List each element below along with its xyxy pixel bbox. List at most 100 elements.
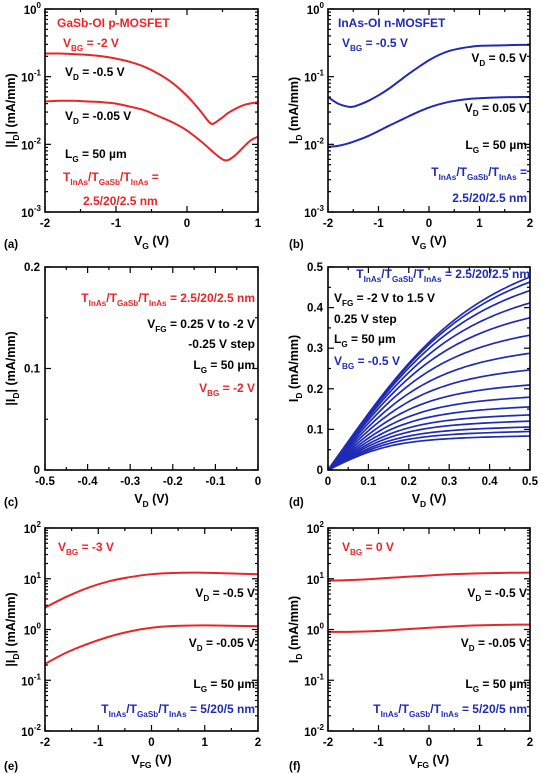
curves-f — [328, 571, 530, 633]
y-tick-label-f: 101 — [307, 571, 325, 587]
panel-a: -2 -1 0 1 10-3 10-2 10-1 100 VG (V) |ID| (mA/mm) (… — [4, 1, 262, 251]
series-line-f-1 — [328, 571, 530, 582]
y-axis-label-b: ID (mA/mm) — [287, 77, 304, 144]
series-line-d-10 — [328, 352, 530, 470]
series-line-d-3 — [328, 426, 530, 470]
y-tick-label-d: 0.4 — [307, 303, 324, 315]
x-tick-label-f: -1 — [373, 737, 384, 749]
panel-b: -2 -1 0 1 2 10-3 10-2 10-1 100 VG (V) ID (mA/mm) (b… — [287, 1, 533, 251]
series-line-c-1 — [257, 469, 258, 470]
x-tick-label-e: 1 — [202, 737, 209, 749]
series-line-b-1 — [328, 43, 530, 108]
x-axis-label-c: VD (V) — [134, 492, 169, 509]
ticks-b — [327, 8, 531, 213]
x-tick-label-f: 2 — [527, 737, 533, 749]
y-tick-label-e: 10-2 — [21, 723, 41, 739]
x-tick-label-f: -2 — [323, 737, 333, 749]
y-axis-label-e: |ID| (mA/mm) — [4, 592, 21, 666]
annotation-a-4: VD = -0.05 V — [65, 109, 131, 126]
y-tick-label-c: 0.2 — [24, 262, 40, 274]
annotation-d-3: 0.25 V step — [334, 312, 397, 326]
x-axis-label-d: VD (V) — [412, 492, 447, 509]
x-tick-label-c: -0.5 — [35, 476, 55, 488]
y-axis-label-f: ID (mA/mm) — [287, 596, 304, 663]
annotation-e-5: TInAs/TGaSb/TInAs = 5/20/5 nm — [101, 702, 255, 719]
annotation-d-1: TInAs/TGaSb/TInAs = 2.5/20/2.5 nm — [356, 267, 530, 284]
annotation-e-3: VD = -0.05 V — [189, 636, 255, 653]
panel-label-f: (f) — [289, 761, 301, 773]
y-tick-label-b: 100 — [307, 1, 325, 17]
annotation-c-1: TInAs/TGaSb/TInAs = 2.5/20/2.5 nm — [81, 291, 255, 308]
x-axis-label-e: VFG (V) — [131, 753, 171, 770]
x-tick-label-e: 0 — [148, 737, 154, 749]
y-tick-label-d: 0.2 — [307, 384, 323, 396]
y-tick-label-d: 0 — [317, 465, 323, 477]
annotation-b-4: VD = 0.05 V — [465, 101, 527, 118]
y-axis-label-group-a: |ID| (mA/mm) — [4, 73, 21, 147]
y-tick-label-e: 10-1 — [21, 672, 41, 688]
x-tick-label-d: 0.3 — [441, 476, 457, 488]
annotation-f-1: VBG = 0 V — [342, 540, 394, 557]
x-tick-label-e: -2 — [40, 737, 50, 749]
panel-label-e: (e) — [4, 761, 18, 773]
series-line-d-5 — [328, 414, 530, 470]
annotation-e-1: VBG = -3 V — [58, 540, 114, 557]
annotation-f-3: VD = -0.05 V — [461, 636, 527, 653]
ticks-a — [44, 8, 259, 213]
y-axis-label-d: ID (mA/mm) — [287, 335, 304, 402]
x-tick-label-b: 1 — [476, 218, 483, 230]
series-line-d-8 — [328, 384, 530, 470]
y-tick-label-a: 10-2 — [21, 136, 41, 152]
x-tick-label-b: 2 — [527, 218, 533, 230]
curves-e — [45, 571, 258, 665]
annotation-a-2: VBG = -2 V — [63, 36, 119, 53]
annotation-f-5: TInAs/TGaSb/TInAs = 5/20/5 nm — [373, 702, 527, 719]
series-line-d-4 — [328, 420, 530, 470]
annotation-d-4: LG = 50 µm — [334, 332, 396, 349]
ticks-d — [327, 266, 531, 471]
x-axis-label-a: VG (V) — [134, 234, 169, 251]
y-tick-label-a: 10-3 — [21, 204, 41, 220]
annotation-a-3: VD = -0.5 V — [65, 65, 125, 82]
x-tick-label-b: -2 — [323, 218, 333, 230]
y-tick-label-b: 10-2 — [304, 136, 324, 152]
y-axis-label-group-e: |ID| (mA/mm) — [4, 592, 21, 666]
x-tick-label-c: 0 — [255, 476, 261, 488]
x-tick-label-f: 0 — [426, 737, 432, 749]
ticks-e — [44, 527, 259, 732]
annotation-d-2: VFG = -2 V to 1.5 V — [334, 291, 435, 308]
annotation-d-5: VBG = -0.5 V — [334, 354, 400, 371]
series-line-d-16 — [328, 276, 530, 470]
curves-d — [328, 276, 530, 470]
x-tick-label-b: 0 — [426, 218, 432, 230]
x-tick-label-a: 0 — [184, 218, 190, 230]
y-axis-label-group-c: |ID| (mA/mm) — [4, 331, 21, 405]
x-tick-label-b: -1 — [373, 218, 384, 230]
y-tick-label-d: 0.1 — [307, 424, 324, 436]
y-tick-label-f: 10-2 — [304, 723, 324, 739]
annotation-a-6: TInAs/TGaSb/TInAs = — [63, 170, 159, 187]
series-line-f-2 — [328, 623, 530, 633]
x-tick-label-d: 0.2 — [401, 476, 417, 488]
annotation-b-1: InAs-OI n-MOSFET — [338, 16, 446, 30]
annotation-f-2: VD = -0.5 V — [467, 586, 527, 603]
y-axis-label-a: |ID| (mA/mm) — [4, 73, 21, 147]
x-tick-label-a: 1 — [255, 218, 262, 230]
y-tick-label-e: 101 — [24, 571, 42, 587]
x-tick-label-a: -2 — [40, 218, 50, 230]
y-tick-label-e: 100 — [24, 622, 42, 638]
annotation-b-3: VD = 0.5 V — [471, 51, 527, 68]
annotation-c-5: VBG = -2 V — [199, 381, 255, 398]
panel-label-b: (b) — [289, 239, 304, 251]
x-tick-label-c: -0.3 — [120, 476, 140, 488]
curves-b — [328, 43, 530, 148]
plot-frame-e — [44, 527, 259, 732]
annotation-e-2: VD = -0.5 V — [195, 586, 255, 603]
x-tick-label-d: 0 — [325, 476, 331, 488]
annotation-b-2: VBG = -0.5 V — [342, 36, 408, 53]
series-line-a-2 — [45, 99, 258, 162]
series-line-a-1 — [45, 52, 258, 126]
y-tick-label-c: 0.1 — [24, 364, 41, 376]
panel-label-c: (c) — [4, 497, 18, 509]
